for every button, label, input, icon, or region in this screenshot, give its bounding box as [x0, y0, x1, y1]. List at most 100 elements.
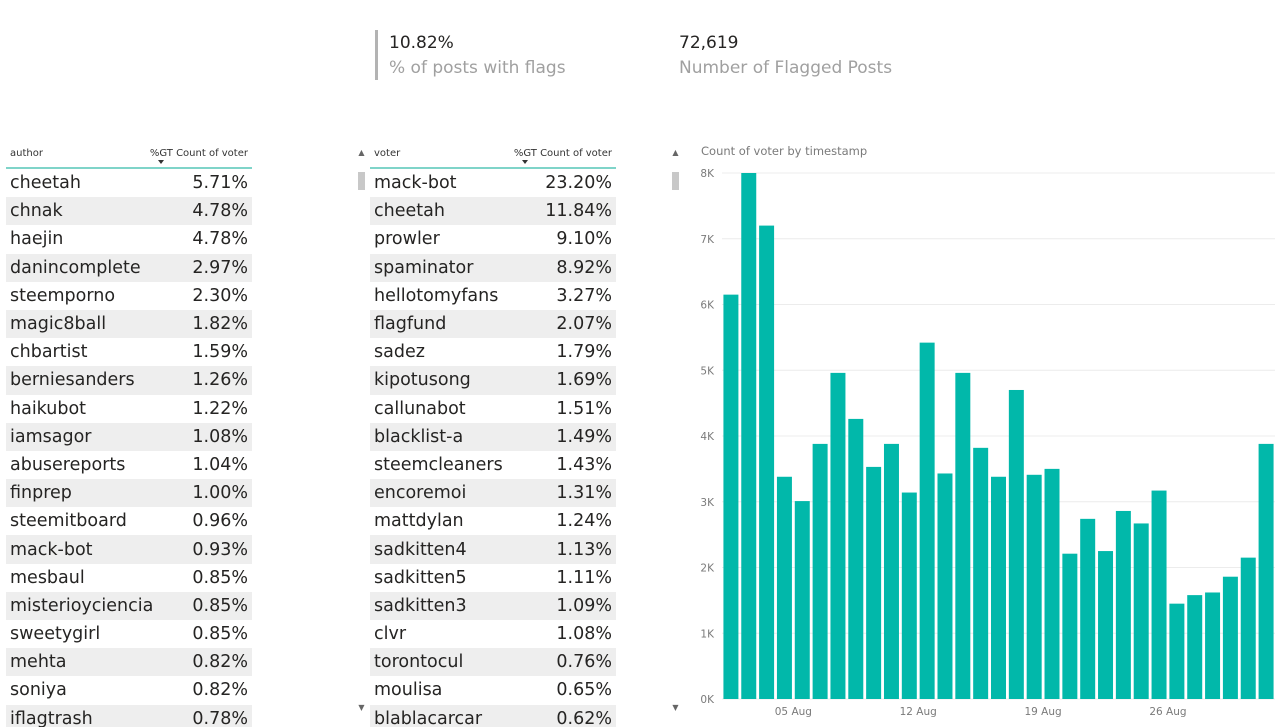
- column-header-author[interactable]: author: [10, 148, 43, 159]
- table-row[interactable]: steemcleaners 1.43%: [370, 451, 616, 479]
- table-row[interactable]: flagfund 2.07%: [370, 309, 616, 339]
- table-row[interactable]: haejin 4.78%: [6, 225, 252, 253]
- bar[interactable]: [1258, 443, 1274, 699]
- table-row[interactable]: haikubot 1.22%: [6, 395, 252, 423]
- bar[interactable]: [1115, 510, 1131, 699]
- scroll-down-icon[interactable]: ▼: [672, 703, 679, 712]
- bar[interactable]: [1169, 603, 1185, 699]
- table-row[interactable]: steemitboard 0.96%: [6, 507, 252, 535]
- row-percent: 1.00%: [192, 483, 248, 504]
- table-row[interactable]: mack-bot 23.20%: [370, 169, 616, 197]
- table-row[interactable]: cheetah 5.71%: [6, 169, 252, 197]
- table-row[interactable]: callunabot 1.51%: [370, 395, 616, 423]
- row-percent: 4.78%: [192, 201, 248, 222]
- table-row[interactable]: berniesanders 1.26%: [6, 366, 252, 395]
- bar[interactable]: [1222, 576, 1238, 699]
- table-row[interactable]: sweetygirl 0.85%: [6, 620, 252, 648]
- table-row[interactable]: blacklist-a 1.49%: [370, 422, 616, 451]
- scroll-down-icon[interactable]: ▼: [358, 703, 365, 712]
- y-tick-label: 0K: [700, 694, 715, 706]
- y-tick-label: 4K: [700, 431, 715, 443]
- scrollbar-thumb[interactable]: [672, 172, 679, 190]
- table-row[interactable]: iflagtrash 0.78%: [6, 704, 252, 727]
- table-row[interactable]: chbartist 1.59%: [6, 338, 252, 366]
- table-row[interactable]: danincomplete 2.97%: [6, 253, 252, 282]
- sort-desc-icon[interactable]: [522, 160, 528, 164]
- row-name: steemitboard: [10, 511, 127, 532]
- table-row[interactable]: moulisa 0.65%: [370, 676, 616, 704]
- bar[interactable]: [866, 466, 882, 699]
- table-row[interactable]: hellotomyfans 3.27%: [370, 282, 616, 310]
- bar[interactable]: [901, 492, 917, 699]
- bar[interactable]: [1026, 474, 1042, 699]
- bar[interactable]: [1205, 592, 1221, 699]
- row-percent: 1.82%: [192, 314, 248, 335]
- chart-scrollbar[interactable]: ▲ ▼: [671, 148, 680, 713]
- table-row[interactable]: sadez 1.79%: [370, 338, 616, 366]
- table-row[interactable]: cheetah 11.84%: [370, 197, 616, 226]
- table-row[interactable]: chnak 4.78%: [6, 197, 252, 226]
- kpi-value: 10.82%: [389, 33, 454, 53]
- table-row[interactable]: encoremoi 1.31%: [370, 479, 616, 508]
- bar[interactable]: [1080, 518, 1096, 699]
- table-row[interactable]: mehta 0.82%: [6, 648, 252, 677]
- row-percent: 1.49%: [556, 426, 612, 447]
- table-row[interactable]: iamsagor 1.08%: [6, 422, 252, 451]
- bar[interactable]: [741, 173, 757, 699]
- bar[interactable]: [776, 476, 792, 699]
- bar[interactable]: [991, 476, 1006, 699]
- table-row[interactable]: soniya 0.82%: [6, 676, 252, 704]
- column-header-voter[interactable]: voter: [374, 148, 401, 159]
- bar[interactable]: [812, 443, 828, 699]
- scrollbar-thumb[interactable]: [358, 172, 365, 190]
- bar[interactable]: [759, 225, 775, 699]
- bar[interactable]: [1062, 553, 1078, 699]
- table-row[interactable]: mattdylan 1.24%: [370, 507, 616, 535]
- table-row[interactable]: abusereports 1.04%: [6, 451, 252, 479]
- table-row[interactable]: torontocul 0.76%: [370, 648, 616, 677]
- table-row[interactable]: finprep 1.00%: [6, 479, 252, 508]
- bar[interactable]: [794, 501, 810, 699]
- table-row[interactable]: misterioyciencia 0.85%: [6, 591, 252, 620]
- bar[interactable]: [1151, 490, 1167, 699]
- bar[interactable]: [973, 447, 989, 699]
- table-row[interactable]: clvr 1.08%: [370, 620, 616, 648]
- bar[interactable]: [1044, 468, 1060, 699]
- x-tick-label: 19 Aug: [1024, 706, 1061, 718]
- table-row[interactable]: mesbaul 0.85%: [6, 564, 252, 592]
- bar[interactable]: [955, 372, 971, 699]
- bar[interactable]: [1240, 557, 1256, 699]
- table-row[interactable]: blablacarcar 0.62%: [370, 704, 616, 727]
- row-name: spaminator: [374, 257, 474, 278]
- column-header-gt-count[interactable]: %GT Count of voter: [149, 148, 248, 159]
- bar[interactable]: [1187, 595, 1203, 699]
- table-row[interactable]: magic8ball 1.82%: [6, 309, 252, 339]
- table-row[interactable]: sadkitten4 1.13%: [370, 535, 616, 564]
- table-row[interactable]: spaminator 8.92%: [370, 253, 616, 282]
- row-percent: 5.71%: [192, 173, 248, 194]
- bar[interactable]: [919, 342, 935, 699]
- row-percent: 0.85%: [192, 567, 248, 588]
- column-header-gt-count[interactable]: %GT Count of voter: [513, 148, 612, 159]
- table-row[interactable]: steemporno 2.30%: [6, 282, 252, 310]
- bar[interactable]: [1133, 523, 1149, 699]
- x-tick-label: 26 Aug: [1149, 706, 1186, 718]
- chart-title: Count of voter by timestamp: [701, 144, 868, 158]
- bar[interactable]: [830, 372, 846, 699]
- table-row[interactable]: mack-bot 0.93%: [6, 535, 252, 564]
- bar[interactable]: [1098, 551, 1114, 699]
- bar[interactable]: [1008, 389, 1024, 699]
- bar[interactable]: [883, 443, 899, 699]
- table-row[interactable]: kipotusong 1.69%: [370, 366, 616, 395]
- bar[interactable]: [937, 473, 953, 699]
- table-row[interactable]: sadkitten3 1.09%: [370, 591, 616, 620]
- table-row[interactable]: prowler 9.10%: [370, 225, 616, 253]
- voter-table-scrollbar[interactable]: ▲ ▼: [357, 148, 366, 713]
- scroll-up-icon[interactable]: ▲: [358, 148, 365, 157]
- sort-desc-icon[interactable]: [158, 160, 164, 164]
- scroll-up-icon[interactable]: ▲: [672, 148, 679, 157]
- table-row[interactable]: sadkitten5 1.11%: [370, 564, 616, 592]
- bar[interactable]: [723, 294, 739, 699]
- x-tick-label: 05 Aug: [775, 706, 812, 718]
- bar[interactable]: [848, 418, 864, 699]
